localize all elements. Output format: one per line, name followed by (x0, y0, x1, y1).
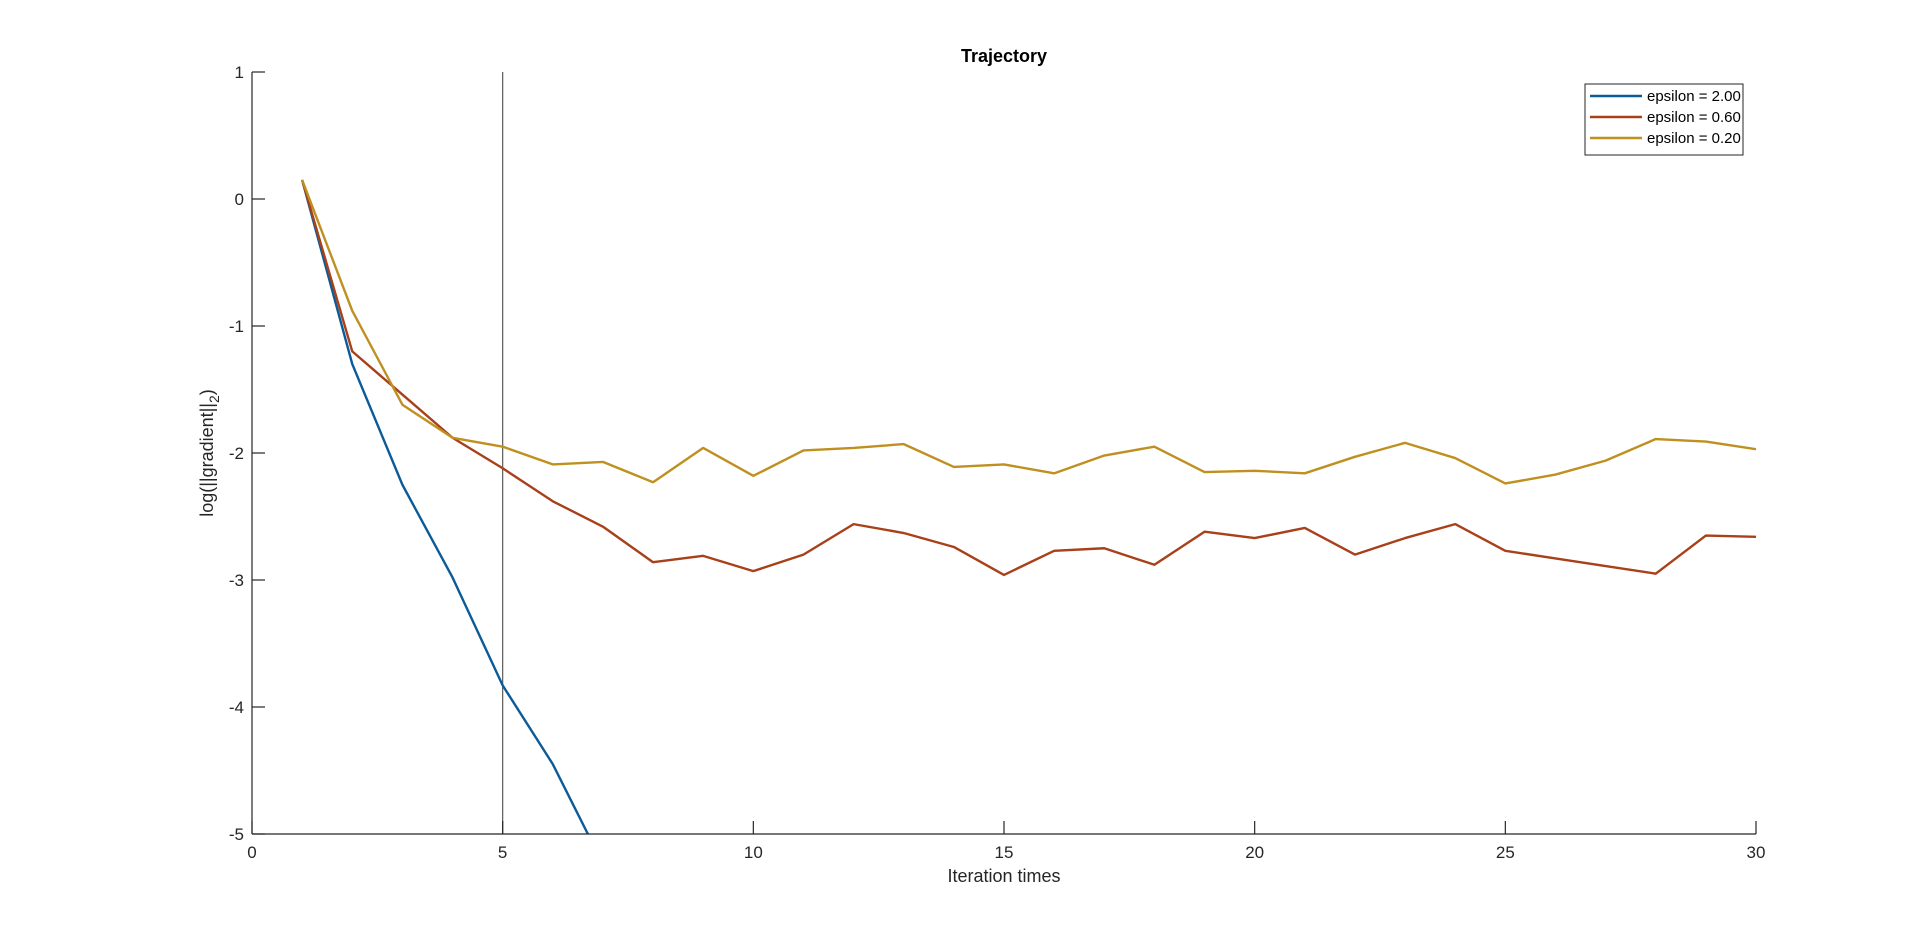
x-tick-label: 0 (247, 843, 256, 862)
y-tick-label: -3 (229, 571, 244, 590)
series-line-3 (301, 179, 1756, 485)
y-axis-title: log(||gradient||2) (197, 389, 222, 517)
series-line-1 (300, 179, 589, 834)
y-tick-label: -2 (229, 444, 244, 463)
y-tick-label: 1 (235, 63, 244, 82)
x-tick-label: 15 (995, 843, 1014, 862)
y-tick-label: -5 (229, 825, 244, 844)
x-tick-label: 25 (1496, 843, 1515, 862)
legend-label: epsilon = 0.60 (1647, 109, 1741, 126)
x-tick-label: 20 (1245, 843, 1264, 862)
chart-title: Trajectory (961, 46, 1047, 66)
x-axis-title: Iteration times (947, 866, 1060, 886)
y-tick-label: -4 (229, 698, 244, 717)
y-tick-label: -1 (229, 317, 244, 336)
x-tick-label: 10 (744, 843, 763, 862)
legend-label: epsilon = 2.00 (1647, 88, 1741, 105)
legend-label: epsilon = 0.20 (1647, 130, 1741, 147)
x-tick-label: 30 (1747, 843, 1766, 862)
series-line-2 (300, 179, 1756, 577)
legend: epsilon = 2.00 epsilon = 0.60 epsilon = 0.… (1584, 83, 1744, 156)
x-tick-label: 5 (498, 843, 507, 862)
y-tick-label: 0 (235, 190, 244, 209)
